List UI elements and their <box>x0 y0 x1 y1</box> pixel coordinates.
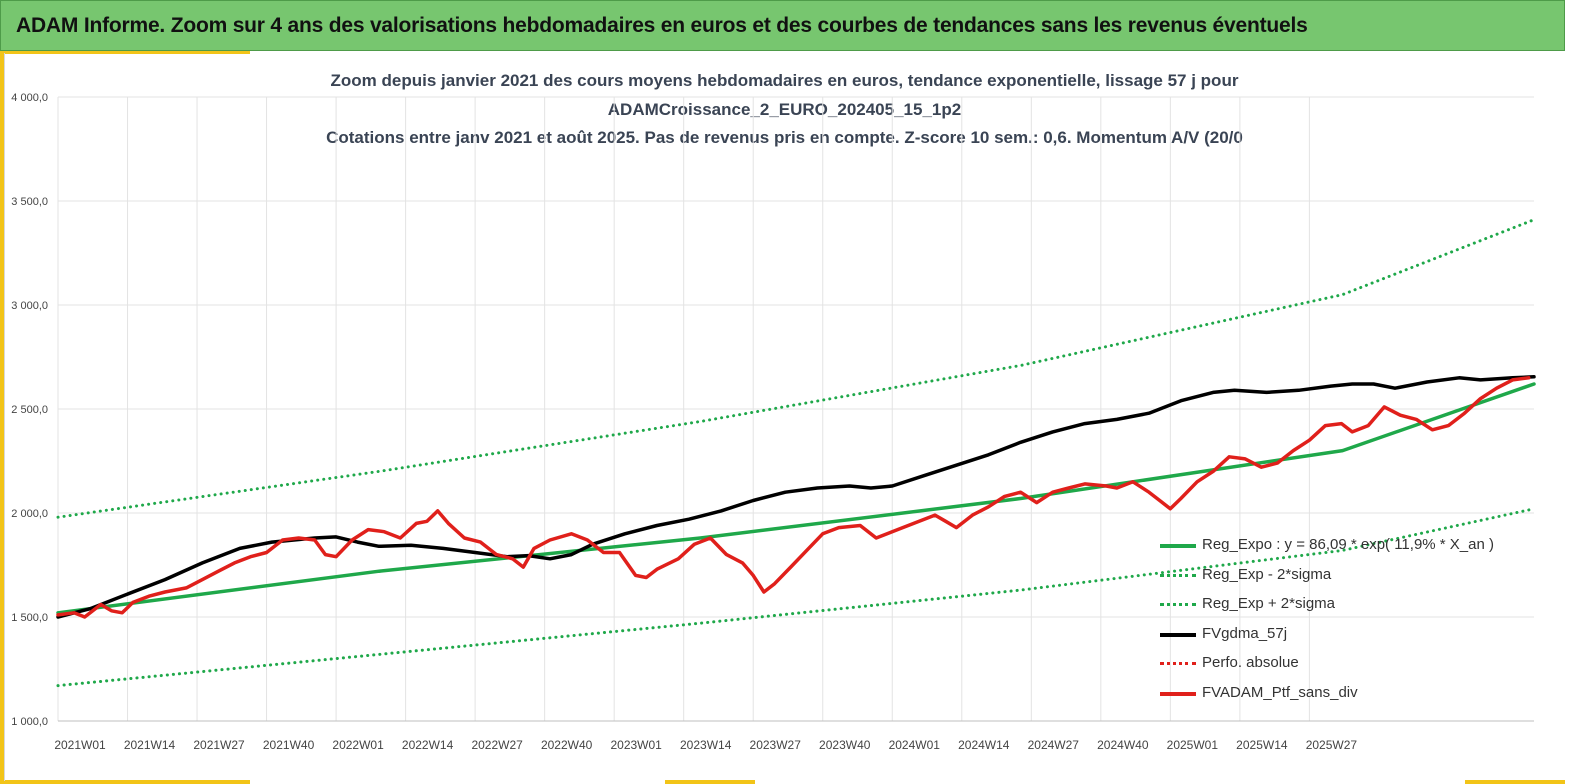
chart-title-line-1: Zoom depuis janvier 2021 des cours moyen… <box>330 71 1239 90</box>
x-tick-label: 2024W40 <box>1097 738 1149 752</box>
y-tick-label: 2 000,0 <box>11 508 48 520</box>
legend-label: FVADAM_Ptf_sans_div <box>1202 683 1358 701</box>
legend-label: Reg_Exp - 2*sigma <box>1202 565 1332 583</box>
legend-swatch <box>1160 691 1196 696</box>
x-tick-label: 2022W27 <box>471 738 523 752</box>
y-tick-label: 3 500,0 <box>11 196 48 208</box>
legend-label: Reg_Exp + 2*sigma <box>1202 595 1335 612</box>
legend-label: Perfo. absolue <box>1202 654 1299 671</box>
chart-frame <box>4 53 1567 781</box>
y-tick-label: 2 500,0 <box>11 404 48 416</box>
x-tick-label: 2021W01 <box>54 738 106 752</box>
chart-title-line-2: ADAMCroissance_2_EURO_202405_15_1p2 <box>607 100 962 119</box>
accent-bar-bottom-mid <box>665 780 755 784</box>
x-tick-label: 2025W01 <box>1167 738 1219 752</box>
series-line-1 <box>56 382 1536 615</box>
x-tick-label: 2022W14 <box>402 738 454 752</box>
x-tick-label: 2022W40 <box>541 738 593 752</box>
x-tick-label: 2023W40 <box>819 738 871 752</box>
accent-bar-top <box>0 51 250 54</box>
y-tick-label: 3 000,0 <box>11 300 48 312</box>
accent-bar-left <box>0 51 5 782</box>
x-tick-label: 2021W40 <box>263 738 315 752</box>
legend-swatch <box>1160 632 1196 637</box>
x-tick-label: 2025W14 <box>1236 738 1288 752</box>
chart-title-line-3: Cotations entre janv 2021 et août 2025. … <box>326 128 1243 147</box>
legend-swatch <box>1160 662 1196 665</box>
x-tick-label: 2024W14 <box>958 738 1010 752</box>
y-tick-label: 1 500,0 <box>11 612 48 624</box>
accent-bar-bottom <box>0 780 250 784</box>
x-axis-ticks: 2021W01 2021W14 2021W27 2021W40 2022W01 2022W… <box>54 738 1357 752</box>
x-tick-label: 2021W27 <box>193 738 245 752</box>
y-tick-label: 1 000,0 <box>11 716 48 728</box>
legend-item: Reg_Expo : y = 86,09 * exp( 11,9% * X_an… <box>1158 535 1538 559</box>
legend-swatch <box>1160 603 1196 606</box>
x-tick-label: 2021W14 <box>124 738 176 752</box>
y-axis-ticks: 1 000,0 1 500,0 2 000,0 2 500,0 3 000,0 3 500… <box>11 92 48 728</box>
header-banner: ADAM Informe. Zoom sur 4 ans des valoris… <box>0 0 1565 51</box>
x-tick-label: 2024W27 <box>1028 738 1080 752</box>
legend-item: Perfo. absolue <box>1158 653 1538 677</box>
x-tick-label: 2023W01 <box>610 738 662 752</box>
series-line-3 <box>56 218 1536 519</box>
series-line-4 <box>56 375 1536 619</box>
legend-swatch <box>1160 573 1196 577</box>
x-tick-label: 2023W27 <box>750 738 802 752</box>
legend-swatch <box>1160 544 1196 548</box>
series-line-6 <box>56 376 1531 619</box>
legend-label: Reg_Expo : y = 86,09 * exp( 11,9% * X_an… <box>1202 536 1494 553</box>
accent-bar-bottom-right <box>1465 780 1565 784</box>
legend-item: FVADAM_Ptf_sans_div <box>1158 683 1538 707</box>
page-title: ADAM Informe. Zoom sur 4 ans des valoris… <box>16 14 1308 37</box>
legend-label: FVgdma_57j <box>1202 624 1288 642</box>
x-tick-label: 2025W27 <box>1306 738 1358 752</box>
x-tick-label: 2024W01 <box>889 738 941 752</box>
series-lines <box>56 218 1536 688</box>
legend-item: Reg_Exp - 2*sigma <box>1158 565 1538 589</box>
grid <box>57 96 1534 722</box>
x-tick-label: 2022W01 <box>332 738 384 752</box>
y-tick-label: 4 000,0 <box>11 92 48 104</box>
legend-item: FVgdma_57j <box>1158 624 1538 648</box>
series-line-2 <box>56 507 1536 688</box>
x-tick-label: 2023W14 <box>680 738 732 752</box>
legend-item: Reg_Exp + 2*sigma <box>1158 594 1538 618</box>
